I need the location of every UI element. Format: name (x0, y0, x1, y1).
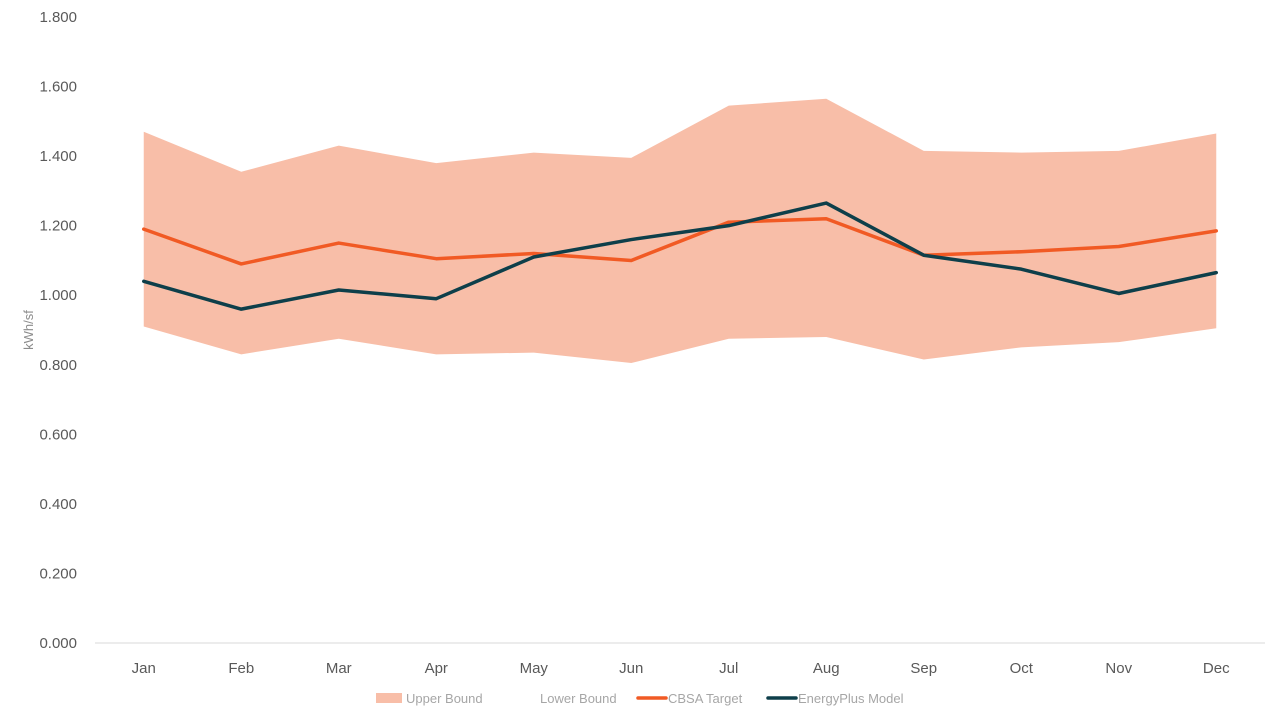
x-tick-label: Feb (228, 660, 254, 677)
x-tick-label: May (520, 660, 549, 677)
x-tick-label: Jun (619, 660, 643, 677)
legend-label-cbsa-target: CBSA Target (668, 691, 743, 706)
legend: Upper Bound Lower Bound CBSA Target EnergyP… (376, 691, 904, 706)
x-tick-label: Dec (1203, 660, 1230, 677)
x-tick-label: Nov (1105, 660, 1132, 677)
x-tick-label: Mar (326, 660, 352, 677)
y-tick-label: 1.600 (39, 79, 77, 96)
legend-swatch-upper-bound (376, 693, 402, 703)
y-tick-label: 1.000 (39, 287, 77, 304)
y-tick-label: 0.000 (39, 635, 77, 652)
legend-label-lower-bound: Lower Bound (540, 691, 617, 706)
series-line-energyplus-model (142, 201, 1218, 311)
y-tick-labels: 0.000 0.200 0.400 0.600 0.800 1.000 1.200 1.400… (39, 9, 77, 652)
y-tick-label: 0.400 (39, 496, 77, 513)
x-tick-label: Aug (813, 660, 840, 677)
legend-label-upper-bound: Upper Bound (406, 691, 483, 706)
x-tick-labels: Jan Feb Mar Apr May Jun Jul Aug Sep Oct Nov Dec (132, 660, 1230, 677)
x-tick-label: Jul (719, 660, 738, 677)
x-tick-label: Jan (132, 660, 156, 677)
x-tick-label: Sep (910, 660, 937, 677)
y-tick-label: 1.800 (39, 9, 77, 26)
legend-label-energyplus-model: EnergyPlus Model (798, 691, 904, 706)
x-tick-label: Oct (1010, 660, 1034, 677)
y-tick-label: 1.200 (39, 218, 77, 235)
x-tick-label: Apr (425, 660, 448, 677)
y-tick-label: 1.400 (39, 148, 77, 165)
y-axis-title: kWh/sf (21, 310, 36, 350)
y-tick-label: 0.200 (39, 565, 77, 582)
y-tick-label: 0.600 (39, 426, 77, 443)
series-lines (142, 201, 1218, 311)
legend-swatch-lower-bound (510, 693, 536, 703)
y-tick-label: 0.800 (39, 357, 77, 374)
series-line-cbsa-target (142, 216, 1218, 266)
